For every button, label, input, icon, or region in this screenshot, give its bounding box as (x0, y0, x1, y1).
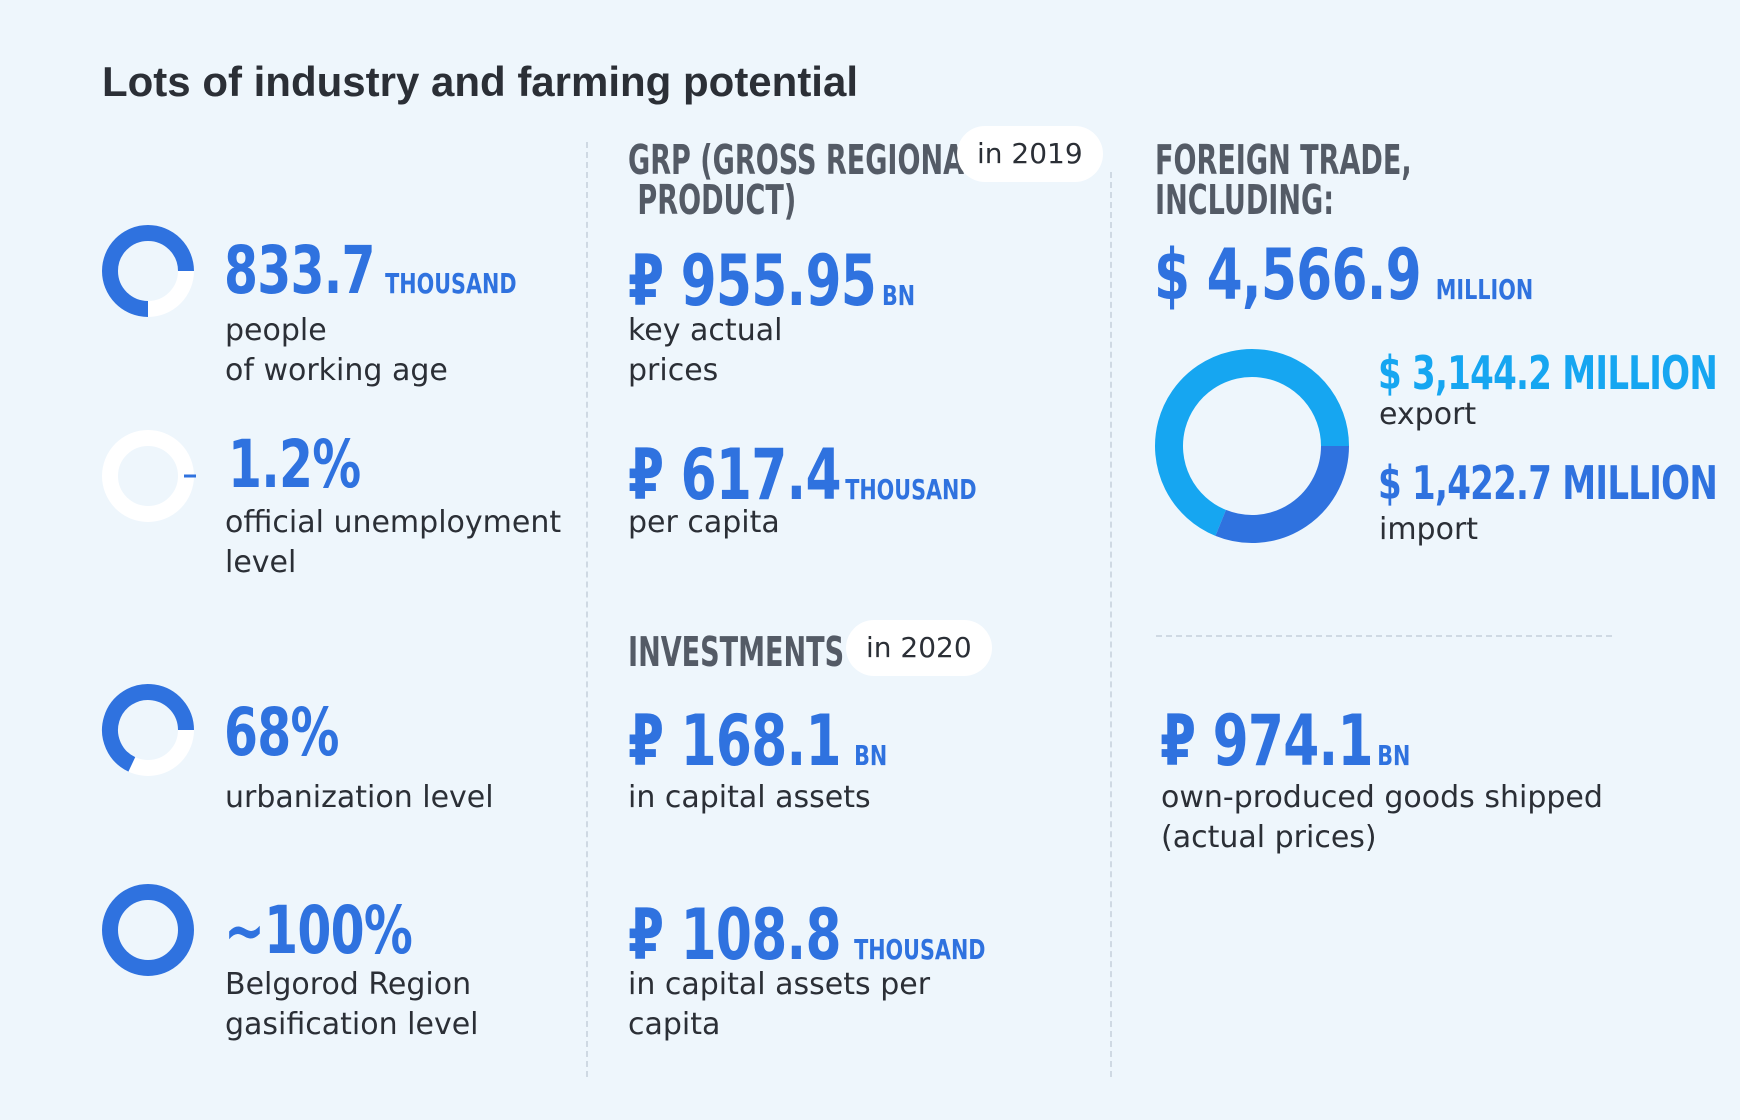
investments-per-capita-value: ₽ 108.8 THOUSAND (628, 900, 985, 970)
grp-per-capita-value: ₽ 617.4 THOUSAND (628, 440, 977, 510)
unemployment-value: 1.2% (228, 432, 361, 498)
import-value: $ 1,422.7 MILLION (1378, 456, 1718, 510)
grp-per-capita-label: per capita (628, 503, 780, 543)
working-age-label-line: of working age (225, 353, 448, 388)
trade-split-donut (1155, 349, 1349, 543)
urbanization-label-line: urbanization level (225, 780, 494, 815)
urbanization-label: urbanization level (225, 778, 494, 818)
investments-year-pill: in 2020 (846, 620, 992, 676)
investments-total-label: in capital assets (628, 778, 871, 818)
ring-fill-arc (102, 684, 194, 772)
gasification-label-line: gasification level (225, 1007, 479, 1042)
working-age-value: 833.7 THOUSAND (224, 238, 517, 304)
grp-per-capita-label-line: per capita (628, 505, 780, 540)
working-age-number: 833.7 (224, 232, 376, 309)
export-value: $ 3,144.2 MILLION (1378, 346, 1718, 400)
import-label: import (1379, 512, 1479, 547)
shipped-goods-number: ₽ 974.1 (1160, 700, 1373, 782)
investments-per-capita-label-line: in capital assets per (628, 967, 931, 1002)
column-divider-right (1110, 172, 1112, 1077)
gasification-label: Belgorod Region gasification level (225, 965, 479, 1045)
grp-per-capita-unit: THOUSAND (845, 473, 977, 506)
column-divider-left (586, 142, 588, 1077)
grp-total-label-line: key actual (628, 313, 783, 348)
unemployment-label-line: official unemployment (225, 505, 562, 540)
grp-per-capita-number: ₽ 617.4 (628, 434, 841, 516)
investments-total-value: ₽ 168.1 BN (628, 706, 887, 776)
ring-fill-arc (102, 225, 194, 317)
grp-total-label-line: prices (628, 353, 719, 388)
grp-title-line: GRP (GROSS REGIONAL (628, 136, 982, 184)
unemployment-label: official unemployment level (225, 503, 561, 583)
urbanization-ring (102, 684, 194, 776)
grp-title-line: PRODUCT) (628, 176, 797, 224)
page-title: Lots of industry and farming potential (102, 58, 858, 105)
foreign-trade-total-unit: MILLION (1435, 273, 1534, 306)
unemployment-ring (102, 430, 196, 522)
investments-total-label-line: in capital assets (628, 780, 871, 815)
urbanization-number: 68% (224, 694, 339, 771)
foreign-trade-title-line: INCLUDING: (1155, 176, 1335, 224)
ring-track (102, 430, 194, 522)
foreign-trade-title: FOREIGN TRADE, INCLUDING: (1155, 136, 1412, 224)
ring-fill-arc (102, 884, 194, 976)
investments-total-number: ₽ 168.1 (628, 700, 841, 782)
gasification-ring (102, 884, 194, 976)
investments-per-capita-label: in capital assets per capita (628, 965, 930, 1045)
working-age-label: people of working age (225, 311, 448, 391)
gasification-label-line: Belgorod Region (225, 967, 472, 1002)
foreign-trade-total-number: $ 4,566.9 (1154, 234, 1422, 316)
shipped-goods-label-line: own-produced goods shipped (1161, 780, 1603, 815)
working-age-label-line: people (225, 313, 327, 348)
grp-title: GRP (GROSS REGIONAL PRODUCT) (628, 136, 982, 224)
foreign-trade-total-value: $ 4,566.9 MILLION (1154, 240, 1533, 310)
section-divider-right (1156, 635, 1612, 637)
export-slice (1155, 349, 1349, 536)
foreign-trade-title-line: FOREIGN TRADE, (1155, 136, 1412, 184)
gasification-number: ~100% (224, 892, 413, 969)
unemployment-number: 1.2% (228, 426, 361, 503)
investments-per-capita-unit: THOUSAND (854, 933, 986, 966)
urbanization-value: 68% (224, 700, 339, 766)
export-label: export (1379, 397, 1477, 432)
shipped-goods-label-line: (actual prices) (1161, 820, 1377, 855)
shipped-goods-value: ₽ 974.1 BN (1160, 706, 1410, 776)
gasification-value: ~100% (224, 898, 413, 964)
grp-total-label: key actual prices (628, 311, 782, 391)
unemployment-label-line: level (225, 545, 297, 580)
investments-title: INVESTMENTS (628, 628, 845, 676)
shipped-goods-label: own-produced goods shipped (actual price… (1161, 778, 1603, 858)
import-slice (1215, 445, 1349, 543)
shipped-goods-unit: BN (1377, 739, 1411, 772)
grp-year-pill: in 2019 (957, 126, 1103, 182)
grp-total-unit: BN (881, 279, 916, 312)
investments-per-capita-number: ₽ 108.8 (628, 894, 841, 976)
investments-per-capita-label-line: capita (628, 1007, 721, 1042)
working-age-unit: THOUSAND (385, 267, 517, 300)
grp-total-number: ₽ 955.95 (628, 240, 877, 322)
grp-total-value: ₽ 955.95 BN (628, 246, 915, 316)
working-age-ring (102, 225, 194, 317)
investments-total-unit: BN (854, 739, 888, 772)
